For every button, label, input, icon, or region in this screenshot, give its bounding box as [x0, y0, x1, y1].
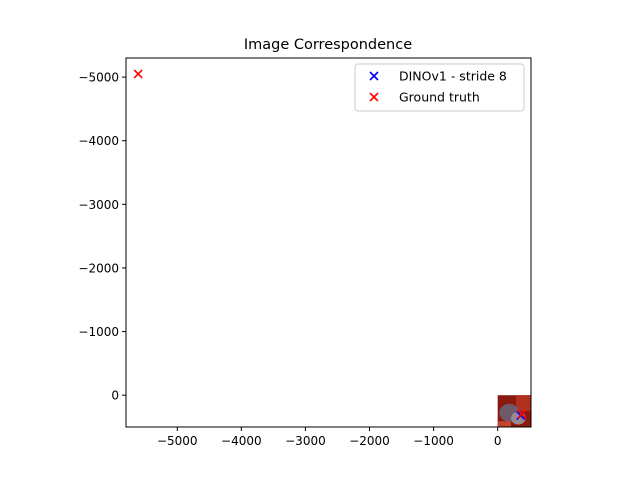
axes-frame [125, 57, 532, 428]
legend-box [354, 63, 525, 112]
chart-title: Image Correspondence [244, 37, 412, 53]
y-tick-label: −4000 [78, 134, 119, 148]
image-patch-orange [497, 421, 512, 427]
y-tick-label: −3000 [78, 198, 119, 212]
x-tick-label: 0 [494, 434, 502, 448]
y-axis-ticks: −5000 −4000 −3000 −2000 −1000 0 [78, 71, 126, 403]
ground-truth-point [517, 409, 527, 419]
y-tick-label: −5000 [78, 71, 119, 85]
ground-truth-point [133, 69, 143, 79]
legend: DINOv1 - stride 8 Ground truth [354, 63, 525, 112]
x-tick-label: −4000 [221, 434, 262, 448]
x-tick-label: −5000 [157, 434, 198, 448]
legend-label: DINOv1 - stride 8 [399, 69, 507, 84]
image-patch-red [516, 395, 531, 412]
x-axis-ticks: −5000 −4000 −3000 −2000 −1000 0 [157, 427, 502, 448]
legend-marker [369, 92, 379, 102]
legend-marker [369, 71, 379, 81]
y-tick-label: −2000 [78, 261, 119, 275]
y-tick-label: 0 [111, 389, 119, 403]
legend-label: Ground truth [399, 90, 480, 105]
x-tick-label: −2000 [349, 434, 390, 448]
scatter-points [133, 69, 527, 421]
y-tick-label: −1000 [78, 325, 119, 339]
x-tick-label: −1000 [413, 434, 454, 448]
x-tick-label: −3000 [285, 434, 326, 448]
